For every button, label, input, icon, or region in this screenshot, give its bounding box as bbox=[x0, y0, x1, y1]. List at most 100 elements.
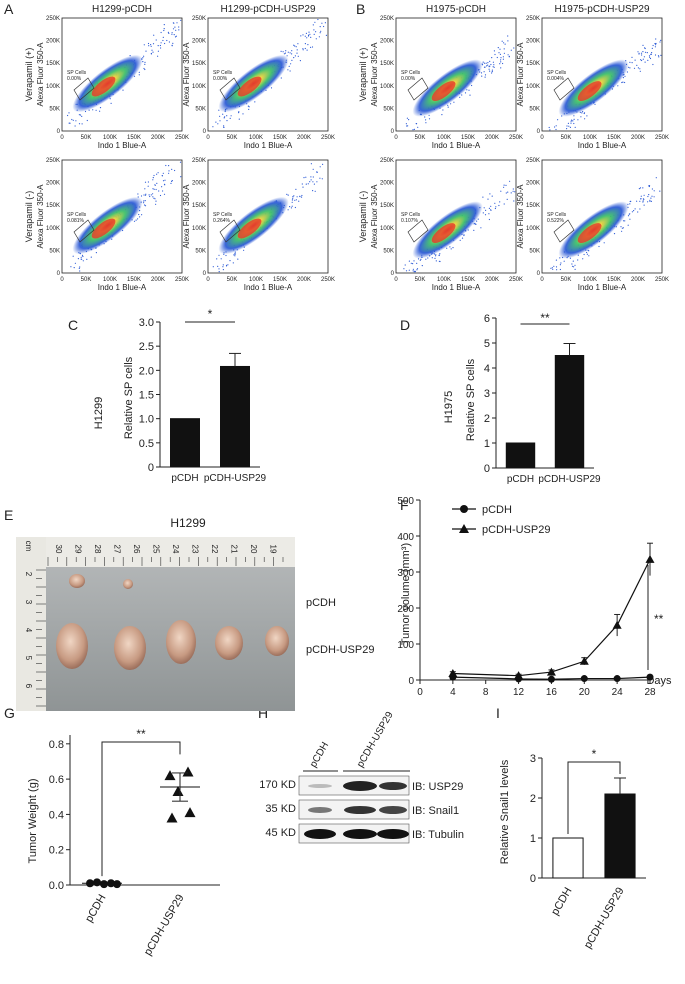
flow-event-dot bbox=[644, 51, 647, 53]
panel-c-cell-line: H1299 bbox=[93, 397, 105, 429]
flow-event-dot bbox=[512, 188, 514, 190]
flow-event-dot bbox=[504, 43, 506, 45]
flow-event-dot bbox=[319, 177, 321, 179]
band-snail1-1 bbox=[308, 807, 332, 813]
flow-event-dot bbox=[567, 122, 570, 124]
y-tick-label: 250K bbox=[380, 158, 394, 164]
panel-f-x-tick-label: 20 bbox=[579, 687, 591, 698]
y-tick-label: 250K bbox=[526, 16, 540, 22]
flow-event-dot bbox=[647, 201, 649, 203]
flow-event-dot bbox=[296, 52, 298, 54]
x-tick-label: 200K bbox=[297, 277, 311, 283]
sp-gate-label: SP Cells bbox=[547, 70, 567, 76]
sp-gate-label: SP Cells bbox=[213, 70, 233, 76]
flow-event-dot bbox=[494, 202, 496, 204]
panel-c-ylabel: Relative SP cells bbox=[123, 356, 135, 439]
flow-event-dot bbox=[648, 185, 651, 188]
flow-density-core bbox=[577, 81, 602, 101]
row-label: Verapamil (-) bbox=[358, 191, 368, 243]
flow-event-dot bbox=[488, 66, 490, 68]
flow-event-dot bbox=[586, 253, 589, 255]
flow-event-dot bbox=[655, 42, 657, 45]
blot-label-tubulin: IB: Tubulin bbox=[412, 829, 464, 841]
panel-f-point-pcdh bbox=[613, 675, 621, 683]
flow-event-dot bbox=[637, 211, 639, 213]
flow-event-dot bbox=[487, 62, 489, 64]
flow-event-dot bbox=[304, 35, 306, 37]
flow-event-dot bbox=[489, 193, 491, 195]
flow-event-dot bbox=[254, 101, 256, 103]
flow-plot-title: H1299-pCDH bbox=[92, 4, 152, 15]
y-tick-label: 0 bbox=[391, 271, 395, 277]
flow-event-dot bbox=[242, 113, 244, 115]
x-tick-label: 200K bbox=[485, 277, 499, 283]
ruler-side-number: 6 bbox=[24, 684, 33, 689]
flow-event-dot bbox=[79, 270, 81, 272]
panel-f-line-chart: Tumor volume (mm³) Days 0100200300400500… bbox=[397, 496, 672, 698]
flow-event-dot bbox=[655, 177, 657, 179]
x-tick-label: 250K bbox=[655, 277, 669, 283]
sp-gate-value: 0.107% bbox=[401, 218, 419, 224]
panel-h-lane-usp29: pCDH-USP29 bbox=[355, 710, 396, 770]
flow-event-dot bbox=[170, 182, 172, 184]
flow-event-dot bbox=[295, 199, 297, 201]
flow-event-dot bbox=[294, 199, 296, 201]
flow-event-dot bbox=[425, 119, 427, 121]
panel-c-bar-2 bbox=[220, 365, 250, 468]
flow-event-dot bbox=[299, 60, 301, 62]
flow-event-dot bbox=[150, 194, 152, 196]
panel-letter-e: E bbox=[4, 507, 13, 523]
flow-event-dot bbox=[70, 266, 72, 268]
x-tick-label: 150K bbox=[607, 135, 621, 141]
band-usp29-2 bbox=[343, 781, 377, 791]
flow-event-dot bbox=[509, 180, 511, 182]
y-tick-label: 100K bbox=[380, 226, 394, 232]
flow-event-dot bbox=[314, 21, 316, 23]
flow-event-dot bbox=[280, 50, 282, 53]
flow-event-dot bbox=[287, 194, 289, 196]
flow-event-dot bbox=[483, 207, 485, 209]
flow-event-dot bbox=[566, 125, 568, 127]
flow-event-dot bbox=[90, 256, 92, 258]
flow-event-dot bbox=[232, 262, 234, 264]
legend-marker-usp29 bbox=[459, 524, 469, 533]
panel-g-x-label: pCDH-USP29 bbox=[142, 893, 187, 958]
flow-event-dot bbox=[285, 50, 287, 52]
x-tick-label: 100K bbox=[437, 277, 451, 283]
flow-event-dot bbox=[142, 57, 144, 59]
flow-event-dot bbox=[319, 32, 321, 34]
flow-event-dot bbox=[493, 66, 495, 68]
flow-event-dot bbox=[155, 188, 157, 191]
flow-event-dot bbox=[428, 118, 431, 120]
flow-event-dot bbox=[513, 47, 515, 49]
flow-event-dot bbox=[310, 46, 312, 49]
flow-event-dot bbox=[447, 106, 449, 108]
flow-event-dot bbox=[405, 123, 407, 125]
panel-f-y-tick-label: 200 bbox=[397, 604, 414, 615]
x-tick-label: 200K bbox=[631, 135, 645, 141]
flow-event-dot bbox=[86, 258, 88, 260]
flow-event-dot bbox=[489, 70, 491, 72]
panel-i-x-label: pCDH-USP29 bbox=[582, 886, 627, 951]
x-tick-label: 200K bbox=[151, 277, 165, 283]
flow-event-dot bbox=[503, 184, 505, 186]
flow-event-dot bbox=[171, 180, 173, 182]
x-tick-label: 0 bbox=[206, 135, 210, 141]
flow-event-dot bbox=[224, 116, 226, 118]
flow-event-dot bbox=[586, 251, 588, 254]
x-tick-label: 250K bbox=[655, 135, 669, 141]
flow-event-dot bbox=[158, 190, 160, 192]
flow-event-dot bbox=[459, 239, 461, 241]
y-tick-label: 150K bbox=[46, 61, 60, 67]
sp-gate bbox=[407, 219, 429, 243]
flow-event-dot bbox=[659, 190, 661, 192]
panel-c-y-tick-label: 3.0 bbox=[139, 317, 154, 329]
sp-gate bbox=[73, 219, 95, 243]
panel-i-sig-bracket bbox=[567, 761, 621, 834]
flow-event-dot bbox=[513, 200, 515, 202]
flow-event-dot bbox=[633, 67, 636, 69]
flow-event-dot bbox=[644, 47, 646, 50]
